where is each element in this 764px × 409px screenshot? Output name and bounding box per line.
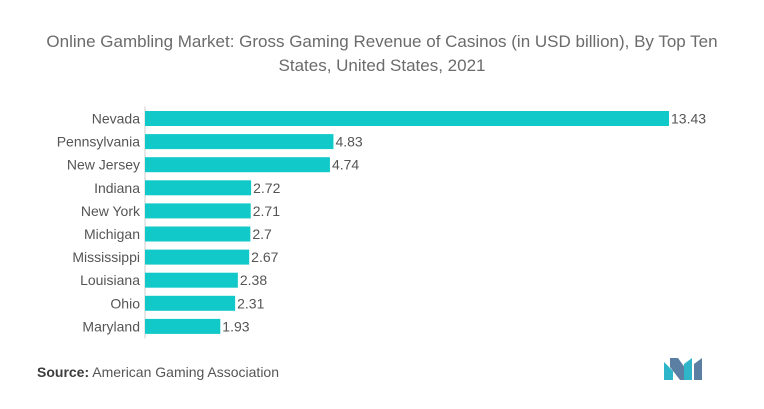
value-label: 2.38	[240, 272, 267, 288]
category-label: Maryland	[82, 318, 140, 334]
category-label: Indiana	[94, 180, 140, 196]
bar	[145, 318, 221, 334]
bars	[145, 111, 669, 334]
bar	[145, 157, 330, 173]
value-label: 13.43	[671, 111, 706, 127]
value-label: 2.31	[237, 295, 264, 311]
category-label: Mississippi	[72, 249, 140, 265]
bar	[145, 295, 236, 311]
bar	[145, 134, 334, 150]
source-label: Source:	[37, 364, 90, 380]
source-text: American Gaming Association	[92, 364, 280, 380]
value-label: 2.71	[253, 203, 280, 219]
source-note: Source: American Gaming Association	[37, 364, 279, 380]
category-label: Louisiana	[80, 272, 140, 288]
category-label: Michigan	[84, 226, 140, 242]
value-label: 4.74	[332, 157, 359, 173]
value-label: 1.93	[222, 318, 249, 334]
value-label: 4.83	[335, 134, 362, 150]
bar	[145, 249, 250, 265]
chart-title: Online Gambling Market: Gross Gaming Rev…	[46, 32, 718, 75]
category-label: New Jersey	[67, 157, 140, 173]
category-label: Pennsylvania	[57, 134, 140, 150]
bar	[145, 203, 251, 219]
category-label: New York	[81, 203, 141, 219]
bar	[145, 180, 252, 196]
category-labels: Nevada Pennsylvania New Jersey Indiana New Y…	[57, 111, 141, 335]
value-label: 2.67	[251, 249, 278, 265]
value-label: 2.72	[253, 180, 280, 196]
bar	[145, 111, 669, 126]
bar	[145, 272, 238, 288]
category-label: Ohio	[110, 295, 140, 311]
value-label: 2.7	[252, 226, 272, 242]
category-label: Nevada	[92, 111, 140, 127]
mordor-intelligence-logo-icon	[664, 358, 702, 380]
value-labels: 13.43 4.83 4.74 2.72 2.71 2.7 2.67 2.38 2.31 1.93	[222, 111, 706, 335]
bar	[145, 226, 251, 242]
